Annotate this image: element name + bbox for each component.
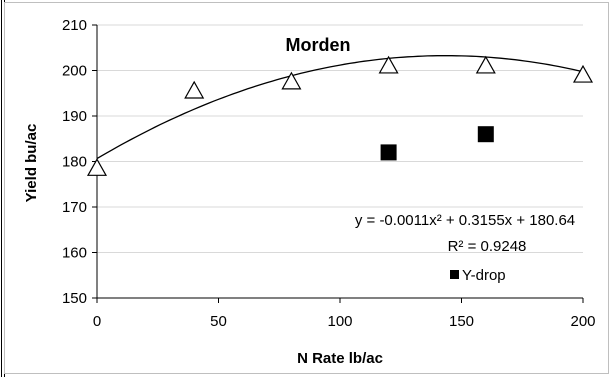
x-tick-label: 100 <box>327 313 352 330</box>
trendline <box>96 55 584 160</box>
chart-frame <box>4 2 609 374</box>
y-tick-label: 210 <box>62 17 87 34</box>
y-tick-label: 170 <box>62 199 87 216</box>
x-axis-title: N Rate lb/ac <box>297 350 383 367</box>
chart-title: Morden <box>286 35 351 55</box>
legend-swatch-y-drop <box>450 270 459 279</box>
legend: Y-drop <box>450 267 506 284</box>
legend-label-y-drop: Y-drop <box>462 267 506 284</box>
y-axis-title: Yield bu/ac <box>23 124 40 203</box>
triangle-point <box>184 80 205 99</box>
page-border-line <box>1 0 2 377</box>
y-tick-label: 160 <box>62 245 87 262</box>
y-tick-labels: 150 160 170 180 190 200 210 <box>62 17 87 307</box>
x-tick-label: 0 <box>93 313 101 330</box>
triangle-point <box>475 55 496 74</box>
x-tick-label: 50 <box>210 313 227 330</box>
y-tick-label: 150 <box>62 290 87 307</box>
y-drop-point <box>380 144 397 161</box>
x-tick-label: 200 <box>570 313 595 330</box>
y-drop-point <box>477 126 494 143</box>
x-tick-label: 150 <box>449 313 474 330</box>
y-tick-label: 180 <box>62 154 87 171</box>
triangle-point <box>281 71 302 90</box>
r-squared-label: R² = 0.9248 <box>448 238 527 255</box>
x-tick-labels: 0 50 100 150 200 <box>93 313 596 330</box>
triangle-point <box>378 55 399 74</box>
axes <box>92 24 584 303</box>
y-tick-label: 200 <box>62 63 87 80</box>
trendline-equation: y = -0.0011x² + 0.3155x + 180.64 <box>355 212 575 229</box>
y-tick-label: 190 <box>62 108 87 125</box>
data-points <box>86 55 594 176</box>
triangle-point <box>86 158 108 176</box>
triangle-point <box>572 64 594 83</box>
